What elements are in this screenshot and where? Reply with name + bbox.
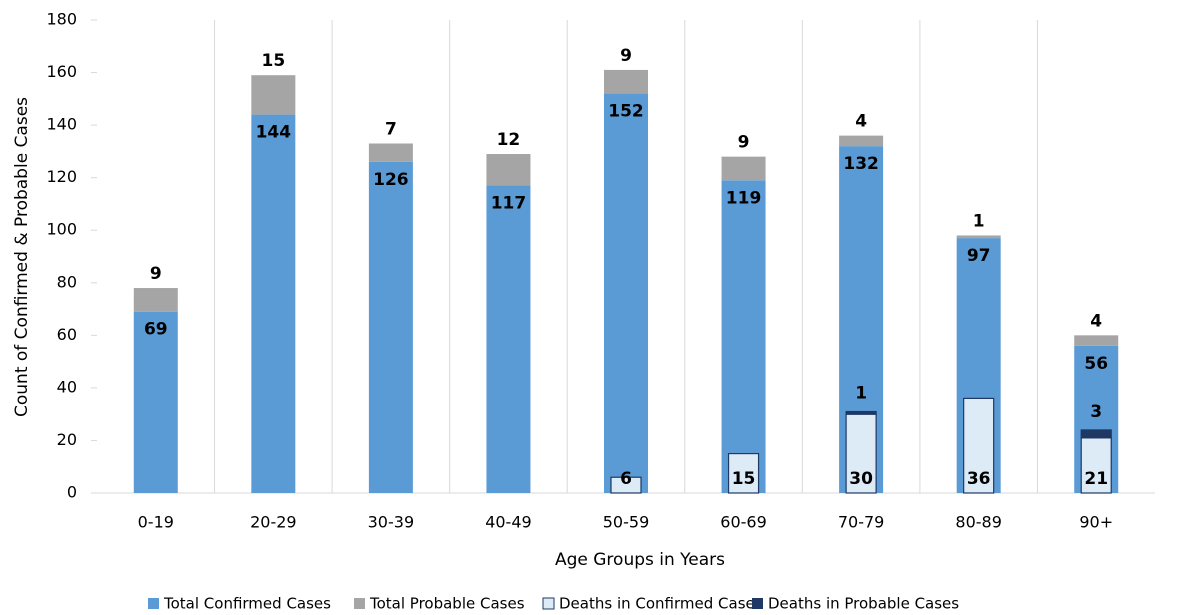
bar (486, 185, 531, 494)
data-label: 3 (1090, 402, 1102, 422)
bar (251, 114, 296, 493)
data-label: 1 (973, 211, 985, 231)
data-label: 15 (732, 469, 756, 489)
data-label: 4 (855, 112, 867, 132)
bar (368, 143, 413, 162)
data-label: 144 (256, 123, 292, 143)
bar (845, 413, 877, 494)
bar (956, 235, 1001, 239)
x-tick-label: 40-49 (485, 513, 532, 532)
data-label: 132 (843, 154, 879, 174)
y-axis-label: Count of Confirmed & Probable Cases (12, 97, 32, 417)
bar (1080, 429, 1112, 439)
data-label: 9 (150, 264, 162, 284)
data-label: 15 (261, 51, 285, 71)
x-tick-label: 60-69 (720, 513, 767, 532)
bar (727, 452, 760, 494)
x-tick-label: 80-89 (955, 513, 1002, 532)
data-label: 4 (1090, 311, 1102, 331)
bar (721, 180, 766, 494)
y-tick-label: 160 (46, 62, 77, 81)
data-label: 21 (1084, 469, 1108, 489)
legend-swatch (148, 598, 159, 609)
legend-label: Deaths in Probable Cases (768, 595, 959, 613)
bar (368, 161, 413, 493)
x-tick-label: 20-29 (250, 513, 297, 532)
data-label: 1 (855, 384, 867, 404)
x-tick-label: 50-59 (603, 513, 650, 532)
data-label: 12 (497, 130, 521, 150)
x-tick-label: 90+ (1079, 513, 1113, 532)
x-tick-label: 30-39 (368, 513, 415, 532)
y-tick-label: 120 (46, 167, 77, 186)
bar (839, 135, 884, 147)
data-label: 69 (144, 320, 168, 340)
y-tick-label: 20 (57, 430, 77, 449)
bar (251, 75, 296, 115)
bar (845, 410, 877, 415)
data-label: 97 (967, 246, 991, 266)
legend-swatch (542, 597, 555, 610)
bar (486, 154, 531, 186)
y-tick-label: 40 (57, 377, 77, 396)
bar (604, 93, 648, 494)
data-label: 126 (373, 170, 409, 190)
y-tick-label: 0 (67, 483, 77, 502)
data-label: 117 (491, 194, 527, 214)
data-label: 119 (726, 188, 762, 208)
y-tick-label: 100 (46, 220, 77, 239)
legend-swatch (752, 598, 763, 609)
x-tick-label: 0-19 (138, 513, 174, 532)
data-label: 36 (967, 469, 991, 489)
y-tick-label: 140 (46, 115, 77, 134)
data-label: 7 (385, 120, 397, 140)
bar (610, 476, 642, 494)
data-label: 6 (620, 469, 632, 489)
bar (721, 156, 766, 181)
x-axis-label: Age Groups in Years (555, 550, 725, 570)
y-tick-label: 180 (46, 10, 77, 29)
data-label: 9 (738, 133, 750, 153)
data-label: 30 (849, 469, 873, 489)
bar (1080, 437, 1112, 494)
bar (133, 311, 178, 493)
legend-label: Total Probable Cases (369, 595, 525, 613)
bar (963, 397, 995, 494)
y-tick-label: 60 (57, 325, 77, 344)
legend-label: Deaths in Confirmed Cases (559, 595, 763, 613)
data-label: 56 (1084, 354, 1108, 374)
data-label: 9 (620, 46, 632, 66)
x-tick-label: 70-79 (838, 513, 885, 532)
y-tick-label: 80 (57, 272, 77, 291)
bar (133, 288, 178, 312)
bar (1074, 335, 1119, 346)
legend-label: Total Confirmed Cases (163, 595, 331, 613)
bar (604, 69, 648, 94)
legend-swatch (354, 598, 365, 609)
data-label: 152 (608, 102, 644, 122)
